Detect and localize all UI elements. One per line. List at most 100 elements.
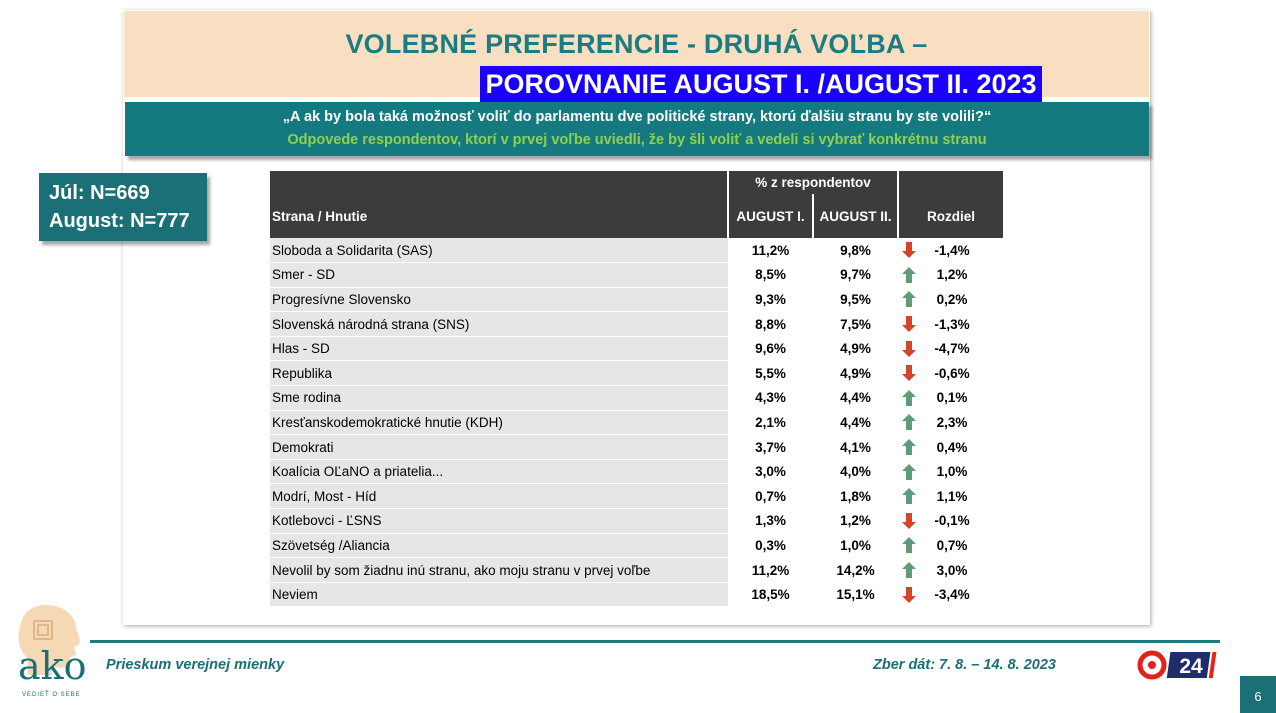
diff-value: 0,4% [936,439,968,455]
ako-logo-icon [18,605,80,675]
party-name: Koalícia OĽaNO a priatelia... [270,459,728,485]
header-spacer [270,171,728,194]
value-august-1: 9,3% [728,287,813,313]
diff-value: -3,4% [934,587,970,603]
value-august-1: 3,0% [728,459,813,485]
arrow-down-icon [902,242,916,259]
value-august-1: 5,5% [728,360,813,387]
sample-size-badge: Júl: N=669 August: N=777 [39,173,207,241]
value-august-2: 14,2% [813,557,898,583]
diff-cell: -4,7% [898,336,1003,362]
table-row: Smer - SD 8,5% 9,7% 1,2% [270,262,1003,288]
table-group-header-row: % z respondentov [270,171,1003,194]
arrow-up-icon [902,291,916,308]
page-subtitle-highlight: POROVNANIE AUGUST I. /AUGUST II. 2023 [480,66,1042,103]
party-name: Demokrati [270,434,728,460]
question-box: „A ak by bola taká možnosť voliť do parl… [125,102,1149,156]
arrow-down-icon [902,512,916,529]
arrow-down-icon [902,586,916,603]
party-name: Szövetség /Aliancia [270,533,728,559]
survey-note: Odpovede respondentov, ktorí v prvej voľ… [287,132,987,148]
table-row: Modrí, Most - Híd 0,7% 1,8% 1,1% [270,483,1003,510]
value-august-2: 4,4% [813,385,898,411]
table-row: Demokrati 3,7% 4,1% 0,4% [270,434,1003,460]
party-name: Kresťanskodemokratické hnutie (KDH) [270,410,728,436]
col-header-party: Strana / Hnutie [270,194,728,238]
value-august-1: 9,6% [728,336,813,362]
table-row: Szövetség /Aliancia 0,3% 1,0% 0,7% [270,533,1003,559]
table-row: Kotlebovci - ĽSNS 1,3% 1,2% -0,1% [270,508,1003,534]
col-header-diff: Rozdiel [897,194,1003,238]
diff-cell: -0,6% [898,360,1003,387]
value-august-1: 1,3% [728,508,813,534]
party-name: Kotlebovci - ĽSNS [270,508,728,534]
party-name: Sloboda a Solidarita (SAS) [270,238,728,264]
diff-value: -0,1% [934,513,970,529]
value-august-1: 3,7% [728,434,813,460]
diff-value: 0,2% [936,291,968,307]
diff-value: 0,7% [936,537,968,553]
diff-cell: 0,4% [898,434,1003,460]
ako-logo-tagline: VEDIEŤ O SEBE [22,692,81,698]
arrow-up-icon [902,463,916,480]
table-row: Sme rodina 4,3% 4,4% 0,1% [270,385,1003,411]
table-header-row: Strana / Hnutie AUGUST I. AUGUST II. Roz… [270,194,1003,238]
party-name: Hlas - SD [270,336,728,362]
diff-value: -0,6% [934,365,970,381]
value-august-2: 1,2% [813,508,898,534]
value-august-2: 1,8% [813,483,898,510]
party-name: Sme rodina [270,385,728,411]
diff-cell: 2,3% [898,410,1003,436]
diff-cell: -1,3% [898,311,1003,337]
value-august-1: 0,7% [728,483,813,510]
party-name: Modrí, Most - Híd [270,483,728,510]
table-row: Kresťanskodemokratické hnutie (KDH) 2,1% 4… [270,410,1003,436]
value-august-2: 4,9% [813,360,898,387]
diff-cell: -3,4% [898,582,1003,608]
party-name: Slovenská národná strana (SNS) [270,311,728,337]
group-header-percent: % z respondentov [727,171,898,194]
arrow-up-icon [902,537,916,554]
value-august-1: 11,2% [728,238,813,264]
value-august-2: 15,1% [813,582,898,608]
table-row: Progresívne Slovensko 9,3% 9,5% 0,2% [270,287,1003,313]
party-name: Republika [270,360,728,387]
diff-value: 2,3% [936,414,968,430]
tv24-logo-icon: 24 [1137,650,1217,680]
arrow-up-icon [902,439,916,456]
value-august-2: 9,8% [813,238,898,264]
title-box: VOLEBNÉ PREFERENCIE - DRUHÁ VOĽBA – PORO… [124,11,1149,103]
diff-value: -1,3% [934,316,970,332]
diff-cell: 0,7% [898,533,1003,559]
diff-cell: 1,1% [898,483,1003,510]
table-row: Republika 5,5% 4,9% -0,6% [270,360,1003,387]
diff-value: 1,0% [936,464,968,480]
value-august-2: 4,9% [813,336,898,362]
table-row: Koalícia OĽaNO a priatelia... 3,0% 4,0% 1,0… [270,459,1003,485]
tv24-logo-text: 24 [1179,655,1203,678]
diff-cell: -1,4% [898,238,1003,264]
arrow-down-icon [902,365,916,382]
arrow-down-icon [902,340,916,357]
arrow-up-icon [902,414,916,431]
table-row: Neviem 18,5% 15,1% -3,4% [270,582,1003,608]
value-august-2: 9,5% [813,287,898,313]
value-august-1: 4,3% [728,385,813,411]
diff-value: -1,4% [934,242,970,258]
value-august-1: 11,2% [728,557,813,583]
party-name: Progresívne Slovensko [270,287,728,313]
footer-title: Prieskum verejnej mienky [106,657,285,673]
diff-cell: 0,1% [898,385,1003,411]
arrow-up-icon [902,389,916,406]
diff-cell: 3,0% [898,557,1003,583]
sample-size-august: August: N=777 [49,210,190,232]
diff-value: 1,2% [936,267,968,283]
table-row: Slovenská národná strana (SNS) 8,8% 7,5% -1… [270,311,1003,337]
arrow-up-icon [902,562,916,579]
header-spacer-diff [897,171,1003,194]
value-august-2: 7,5% [813,311,898,337]
diff-value: 1,1% [936,488,968,504]
value-august-2: 4,1% [813,434,898,460]
col-header-august-1: AUGUST I. [727,194,813,238]
col-header-august-2: AUGUST II. [812,194,898,238]
